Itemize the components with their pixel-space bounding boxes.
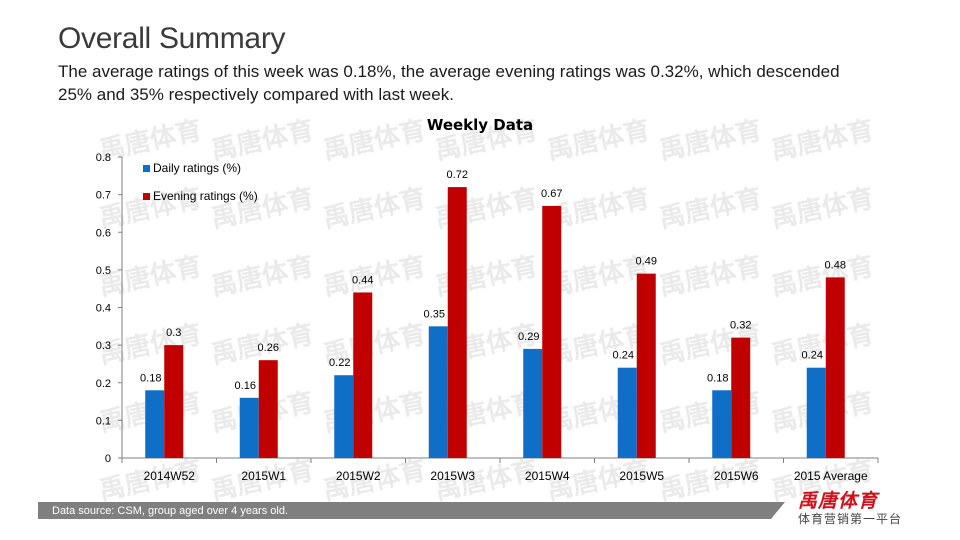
x-category-label: 2014W52: [144, 469, 196, 483]
evening-ratings-label: 0.3: [166, 327, 181, 339]
evening-ratings-bar: [542, 205, 562, 458]
evening-ratings-bar: [258, 360, 278, 458]
y-tick-label: 0.1: [96, 415, 111, 427]
evening-ratings-bar: [636, 273, 656, 458]
evening-ratings-bar: [353, 292, 373, 458]
daily-ratings-bar: [617, 367, 637, 458]
evening-ratings-bar: [825, 277, 845, 458]
daily-ratings-bar: [145, 390, 165, 458]
daily-ratings-bar: [428, 326, 448, 458]
daily-ratings-label: 0.29: [518, 331, 539, 343]
footer-bar: [38, 502, 785, 519]
chart-title: Weekly Data: [427, 116, 533, 134]
daily-ratings-label: 0.35: [424, 308, 445, 320]
legend-evening-label: Evening ratings (%): [153, 189, 258, 203]
y-tick-label: 0: [105, 453, 111, 465]
daily-ratings-label: 0.16: [235, 380, 256, 392]
evening-ratings-label: 0.67: [541, 188, 562, 200]
x-category-label: 2015W5: [619, 469, 664, 483]
daily-ratings-label: 0.24: [613, 350, 634, 362]
x-category-label: 2015 Average: [794, 469, 868, 483]
daily-ratings-bar: [806, 367, 826, 458]
x-category-label: 2015W1: [241, 469, 286, 483]
daily-ratings-label: 0.18: [707, 372, 728, 384]
slide-title: Overall Summary: [58, 22, 286, 55]
evening-ratings-label: 0.44: [352, 274, 373, 286]
daily-ratings-bar: [712, 390, 732, 458]
daily-ratings-label: 0.18: [140, 372, 161, 384]
x-category-label: 2015W4: [525, 469, 570, 483]
evening-ratings-label: 0.48: [825, 259, 846, 271]
y-tick-label: 0.5: [96, 265, 111, 277]
evening-ratings-label: 0.49: [636, 256, 657, 268]
x-category-label: 2015W3: [430, 469, 475, 483]
y-tick-label: 0.8: [96, 152, 111, 164]
y-tick-label: 0.4: [96, 303, 111, 315]
evening-ratings-label: 0.26: [258, 342, 279, 354]
daily-ratings-bar: [239, 397, 259, 458]
y-tick-label: 0.3: [96, 340, 111, 352]
daily-ratings-bar: [523, 348, 543, 458]
logo-tagline: 体育营销第一平台: [798, 512, 903, 526]
evening-ratings-label: 0.32: [730, 320, 751, 332]
x-category-label: 2015W2: [336, 469, 381, 483]
data-source-note: Data source: CSM, group aged over 4 year…: [52, 505, 289, 517]
daily-ratings-label: 0.24: [802, 350, 823, 362]
legend-daily-swatch: [143, 165, 150, 172]
daily-ratings-bar: [334, 375, 354, 458]
evening-ratings-label: 0.72: [447, 169, 468, 181]
y-tick-label: 0.6: [96, 227, 111, 239]
evening-ratings-bar: [164, 345, 184, 458]
brand-logo: 禹唐体育 体育营销第一平台: [796, 486, 926, 530]
legend-evening-swatch: [143, 193, 150, 200]
legend-daily-label: Daily ratings (%): [153, 161, 241, 175]
y-tick-label: 0.7: [96, 190, 111, 202]
x-category-label: 2015W6: [714, 469, 759, 483]
logo-name: 禹唐体育: [798, 490, 879, 512]
y-tick-label: 0.2: [96, 378, 111, 390]
evening-ratings-bar: [731, 337, 751, 458]
evening-ratings-bar: [447, 187, 467, 458]
daily-ratings-label: 0.22: [329, 357, 350, 369]
slide-subtitle: The average ratings of this week was 0.1…: [58, 62, 840, 104]
